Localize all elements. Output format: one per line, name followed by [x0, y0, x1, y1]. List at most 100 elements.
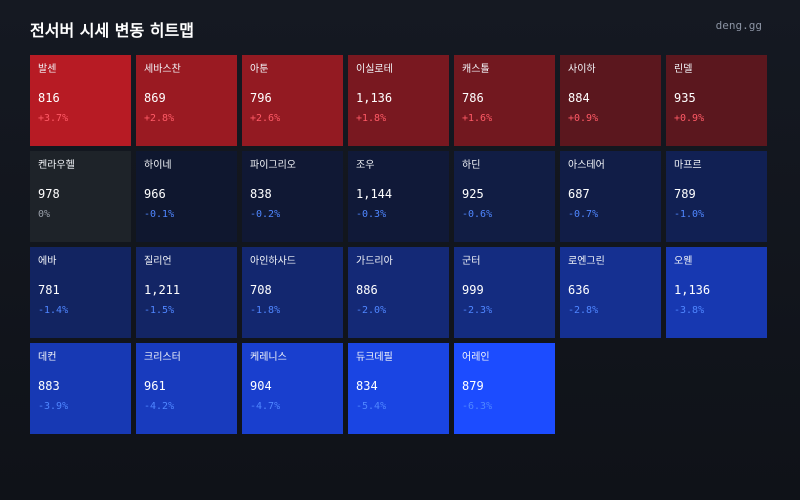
server-price: 869: [144, 91, 166, 105]
server-name: 린델: [674, 64, 693, 75]
heatmap-cell[interactable]: 아스테어 687 -0.7%: [560, 151, 661, 242]
heatmap-cell[interactable]: 발센 816 +3.7%: [30, 55, 131, 146]
heatmap-cell[interactable]: 데컨 883 -3.9%: [30, 343, 131, 434]
server-price: 796: [250, 91, 272, 105]
server-name: 오웬: [674, 256, 693, 267]
price-change: -0.1%: [144, 209, 175, 220]
server-name: 군터: [462, 256, 481, 267]
site-brand: deng.gg: [715, 19, 762, 32]
price-change: +2.8%: [144, 113, 175, 124]
server-name: 마프르: [674, 160, 702, 171]
heatmap-cell[interactable]: 가드리아 886 -2.0%: [348, 247, 449, 338]
heatmap-cell[interactable]: 질리언 1,211 -1.5%: [136, 247, 237, 338]
server-price: 966: [144, 187, 166, 201]
server-price: 789: [674, 187, 696, 201]
heatmap-cell[interactable]: 조우 1,144 -0.3%: [348, 151, 449, 242]
heatmap-cell[interactable]: 군터 999 -2.3%: [454, 247, 555, 338]
price-change: +1.8%: [356, 113, 387, 124]
server-price: 999: [462, 283, 484, 297]
heatmap-cell[interactable]: 사이하 884 +0.9%: [560, 55, 661, 146]
server-price: 781: [38, 283, 60, 297]
server-name: 하이네: [144, 160, 172, 171]
server-price: 1,136: [356, 91, 393, 105]
server-name: 사이하: [568, 64, 596, 75]
server-name: 케레니스: [250, 352, 287, 363]
server-name: 아인하사드: [250, 256, 296, 267]
heatmap-cell[interactable]: 세바스찬 869 +2.8%: [136, 55, 237, 146]
server-name: 가드리아: [356, 256, 393, 267]
server-name: 질리언: [144, 256, 172, 267]
server-price: 1,211: [144, 283, 181, 297]
heatmap-cell[interactable]: 린델 935 +0.9%: [666, 55, 767, 146]
heatmap-cell[interactable]: 하이네 966 -0.1%: [136, 151, 237, 242]
server-price: 883: [38, 379, 60, 393]
server-price: 636: [568, 283, 590, 297]
server-price: 925: [462, 187, 484, 201]
server-name: 에바: [38, 256, 57, 267]
server-price: 904: [250, 379, 272, 393]
heatmap-grid: 발센 816 +3.7% 세바스찬 869 +2.8% 아툰 796 +2.6% 이실로테 1,13…: [30, 55, 770, 434]
heatmap-cell[interactable]: 어레인 879 -6.3%: [454, 343, 555, 434]
server-price: 816: [38, 91, 60, 105]
server-price: 786: [462, 91, 484, 105]
server-name: 아스테어: [568, 160, 605, 171]
server-price: 978: [38, 187, 60, 201]
server-name: 캐스톨: [462, 64, 490, 75]
heatmap-cell[interactable]: 이실로테 1,136 +1.8%: [348, 55, 449, 146]
heatmap-cell[interactable]: 아툰 796 +2.6%: [242, 55, 343, 146]
server-price: 708: [250, 283, 272, 297]
server-name: 세바스찬: [144, 64, 181, 75]
price-change: +0.9%: [674, 113, 705, 124]
heatmap-cell[interactable]: 로엔그린 636 -2.8%: [560, 247, 661, 338]
server-price: 687: [568, 187, 590, 201]
server-name: 켄라우헬: [38, 160, 75, 171]
heatmap-cell[interactable]: 켄라우헬 978 0%: [30, 151, 131, 242]
price-change: +0.9%: [568, 113, 599, 124]
heatmap-cell[interactable]: 아인하사드 708 -1.8%: [242, 247, 343, 338]
server-price: 879: [462, 379, 484, 393]
price-change: -1.4%: [38, 305, 69, 316]
server-name: 하딘: [462, 160, 481, 171]
price-change: 0%: [38, 209, 51, 220]
price-change: -1.0%: [674, 209, 705, 220]
heatmap-cell[interactable]: 케레니스 904 -4.7%: [242, 343, 343, 434]
price-change: -1.8%: [250, 305, 281, 316]
server-price: 834: [356, 379, 378, 393]
server-name: 크리스터: [144, 352, 181, 363]
heatmap-cell[interactable]: 마프르 789 -1.0%: [666, 151, 767, 242]
price-change: -0.3%: [356, 209, 387, 220]
server-name: 듀크데필: [356, 352, 393, 363]
server-price: 1,144: [356, 187, 393, 201]
price-change: +3.7%: [38, 113, 69, 124]
price-change: -2.3%: [462, 305, 493, 316]
price-change: -5.4%: [356, 401, 387, 412]
heatmap-cell[interactable]: 오웬 1,136 -3.8%: [666, 247, 767, 338]
server-price: 884: [568, 91, 590, 105]
price-change: -2.0%: [356, 305, 387, 316]
price-change: -3.9%: [38, 401, 69, 412]
server-price: 1,136: [674, 283, 711, 297]
price-change: -0.7%: [568, 209, 599, 220]
server-name: 아툰: [250, 64, 269, 75]
server-price: 935: [674, 91, 696, 105]
price-change: -4.7%: [250, 401, 281, 412]
price-change: +1.6%: [462, 113, 493, 124]
server-name: 파이그리오: [250, 160, 296, 171]
price-change: -2.8%: [568, 305, 599, 316]
server-name: 이실로테: [356, 64, 393, 75]
heatmap-cell[interactable]: 캐스톨 786 +1.6%: [454, 55, 555, 146]
heatmap-cell[interactable]: 듀크데필 834 -5.4%: [348, 343, 449, 434]
server-price: 961: [144, 379, 166, 393]
heatmap-cell[interactable]: 하딘 925 -0.6%: [454, 151, 555, 242]
heatmap-cell[interactable]: 에바 781 -1.4%: [30, 247, 131, 338]
page-title: 전서버 시세 변동 히트맵: [30, 21, 194, 40]
price-change: -0.6%: [462, 209, 493, 220]
server-name: 데컨: [38, 352, 57, 363]
heatmap-cell[interactable]: 크리스터 961 -4.2%: [136, 343, 237, 434]
price-change: +2.6%: [250, 113, 281, 124]
server-price: 838: [250, 187, 272, 201]
server-name: 발센: [38, 64, 57, 75]
heatmap-cell[interactable]: 파이그리오 838 -0.2%: [242, 151, 343, 242]
server-name: 어레인: [462, 352, 490, 363]
price-change: -6.3%: [462, 401, 493, 412]
